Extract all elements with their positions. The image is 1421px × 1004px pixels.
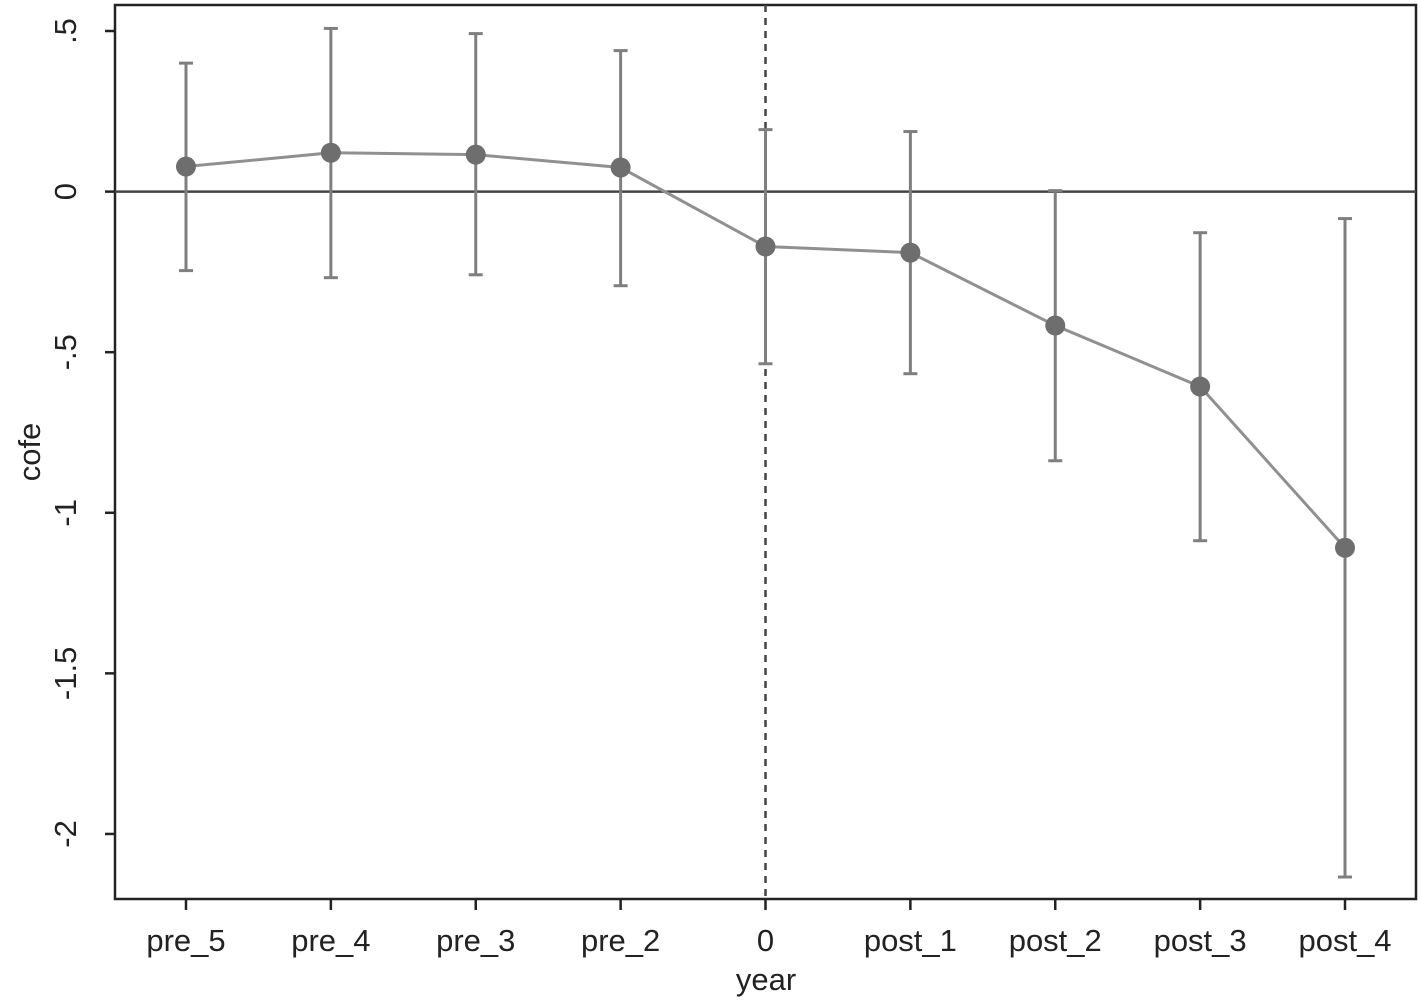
y-tick-label: 0: [48, 183, 83, 200]
x-tick-label: pre_4: [291, 923, 370, 958]
y-tick-label: .5: [48, 18, 83, 44]
x-tick-label: pre_5: [146, 923, 225, 958]
x-axis-label: year: [736, 962, 796, 997]
y-tick-label: -.5: [48, 334, 83, 370]
y-tick-label: -1: [48, 499, 83, 527]
x-tick-label: post_1: [864, 923, 957, 958]
y-tick-label: -1.5: [48, 647, 83, 700]
point: [1190, 376, 1211, 397]
x-tick-label: pre_3: [436, 923, 515, 958]
point: [755, 236, 776, 257]
x-tick-label: pre_2: [581, 923, 660, 958]
x-tick-label: post_3: [1154, 923, 1247, 958]
point: [900, 242, 921, 263]
y-tick-label: -2: [48, 820, 83, 848]
y-axis-label: cofe: [12, 423, 47, 482]
x-tick-label: 0: [757, 923, 774, 958]
point: [610, 157, 631, 178]
point: [175, 156, 196, 177]
x-tick-label: post_2: [1009, 923, 1102, 958]
x-tick-label: post_4: [1298, 923, 1391, 958]
point: [1045, 315, 1066, 336]
point: [320, 142, 341, 163]
point: [1335, 537, 1356, 558]
point: [465, 144, 486, 165]
